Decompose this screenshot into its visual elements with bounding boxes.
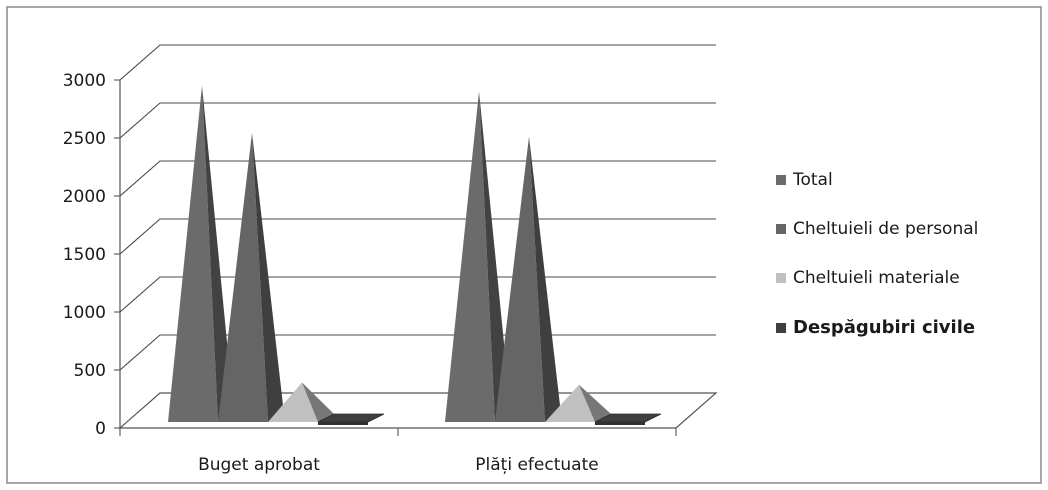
- pyramid-bar-front: [218, 133, 268, 423]
- pyramid-bar: [495, 136, 561, 422]
- legend-label: Cheltuieli de personal: [793, 219, 978, 239]
- legend-label: Despăgubiri civile: [793, 317, 975, 338]
- y-tick-label: 2000: [63, 187, 106, 207]
- legend-label: Total: [792, 170, 833, 190]
- pyramid-bar: [317, 413, 385, 425]
- y-tick-label: 1500: [63, 245, 106, 265]
- y-axis-ticks: 0 500 1000 1500 2000 2500 3000: [63, 71, 120, 439]
- pyramid-bar: [168, 85, 234, 422]
- pyramid-bar-front: [595, 422, 645, 425]
- pyramid-bar: [218, 133, 284, 423]
- pyramid-bar: [268, 382, 334, 422]
- pyramid-bar: [545, 384, 611, 422]
- legend-swatch: [776, 323, 786, 333]
- pyramid-bar-side: [479, 91, 511, 422]
- legend-label: Cheltuieli materiale: [793, 268, 960, 288]
- x-category-label: Plăți efectuate: [475, 455, 598, 475]
- legend-swatch: [776, 224, 786, 234]
- pyramid-bar-front: [495, 136, 545, 422]
- pyramid-bar-front: [318, 422, 368, 425]
- y-tick-label: 3000: [63, 71, 106, 91]
- pyramid-bar-side: [579, 384, 611, 422]
- pyramid-bar-front: [268, 382, 318, 422]
- pyramid-bar-front: [445, 91, 495, 422]
- x-category-label: Buget aprobat: [198, 455, 320, 475]
- gridline: [119, 102, 716, 139]
- y-tick-label: 2500: [63, 129, 106, 149]
- y-tick-label: 1000: [63, 303, 106, 323]
- gridline: [119, 44, 716, 81]
- pyramid-bar: [445, 91, 511, 422]
- pyramid-bars: [168, 85, 662, 425]
- pyramid-bar-front: [168, 85, 218, 422]
- pyramid-bar: [594, 413, 662, 425]
- pyramid-bar-side: [202, 85, 234, 422]
- y-tick-label: 500: [74, 361, 106, 381]
- legend-swatch: [776, 175, 786, 185]
- pyramid-bar-side: [529, 136, 561, 422]
- x-axis: Buget aprobat Plăți efectuate: [119, 428, 677, 475]
- pyramid-bar-front: [545, 384, 595, 422]
- legend: Total Cheltuieli de personal Cheltuieli ma…: [776, 170, 978, 338]
- y-tick-label: 0: [95, 419, 106, 439]
- legend-swatch: [776, 273, 786, 283]
- pyramid-bar-side: [252, 133, 284, 423]
- pyramid-bar-side: [302, 382, 334, 422]
